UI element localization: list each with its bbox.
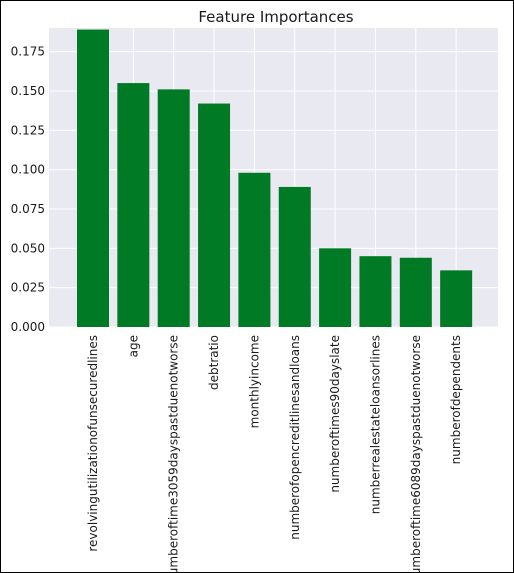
y-tick-label: 0.025 bbox=[11, 281, 45, 295]
x-tick-label: numberoftime6089dayspastduenotworse bbox=[409, 335, 423, 572]
x-tick-label: numberoftimes90dayslate bbox=[328, 335, 342, 493]
bars bbox=[77, 29, 473, 328]
x-axis-ticks: revolvingutilizationofunsecuredlines age n… bbox=[86, 335, 463, 572]
bar-revolvingutilizationofunsecuredlines bbox=[77, 29, 109, 328]
y-tick-label: 0.100 bbox=[11, 163, 45, 177]
x-tick-label: revolvingutilizationofunsecuredlines bbox=[86, 335, 100, 552]
x-tick-label: age bbox=[126, 335, 140, 357]
bar-numberoftimes90dayslate bbox=[319, 248, 352, 327]
y-tick-label: 0.125 bbox=[11, 123, 45, 137]
bar-numberofopencreditlinesandloans bbox=[278, 186, 311, 327]
x-tick-label: numberrealestateloansorlines bbox=[368, 335, 382, 514]
x-tick-label: numberofopencreditlinesandloans bbox=[288, 335, 302, 540]
x-tick-label: debtratio bbox=[207, 335, 221, 390]
y-tick-label: 0.050 bbox=[11, 241, 45, 255]
bar-age bbox=[117, 83, 150, 327]
x-tick-label: monthlyincome bbox=[247, 335, 261, 428]
y-tick-label: 0.175 bbox=[11, 45, 45, 59]
bar-numberrealestateloansorlines bbox=[359, 256, 392, 327]
chart-title: Feature Importances bbox=[198, 8, 353, 26]
y-tick-label: 0.075 bbox=[11, 202, 45, 216]
bar-monthlyincome bbox=[238, 172, 271, 327]
bar-numberoftime3059dayspastduenotworse bbox=[157, 89, 190, 327]
y-axis-ticks: 0.000 0.025 0.050 0.075 0.100 0.125 0.150 0.175 bbox=[11, 45, 45, 334]
bar-debtratio bbox=[198, 103, 231, 328]
y-tick-label: 0.150 bbox=[11, 84, 45, 98]
x-tick-label: numberoftime3059dayspastduenotworse bbox=[167, 335, 181, 572]
x-tick-label: numberofdependents bbox=[449, 335, 463, 464]
y-tick-label: 0.000 bbox=[11, 320, 45, 334]
bar-numberofdependents bbox=[440, 270, 473, 327]
bar-numberoftime6089dayspastduenotworse bbox=[399, 257, 432, 327]
